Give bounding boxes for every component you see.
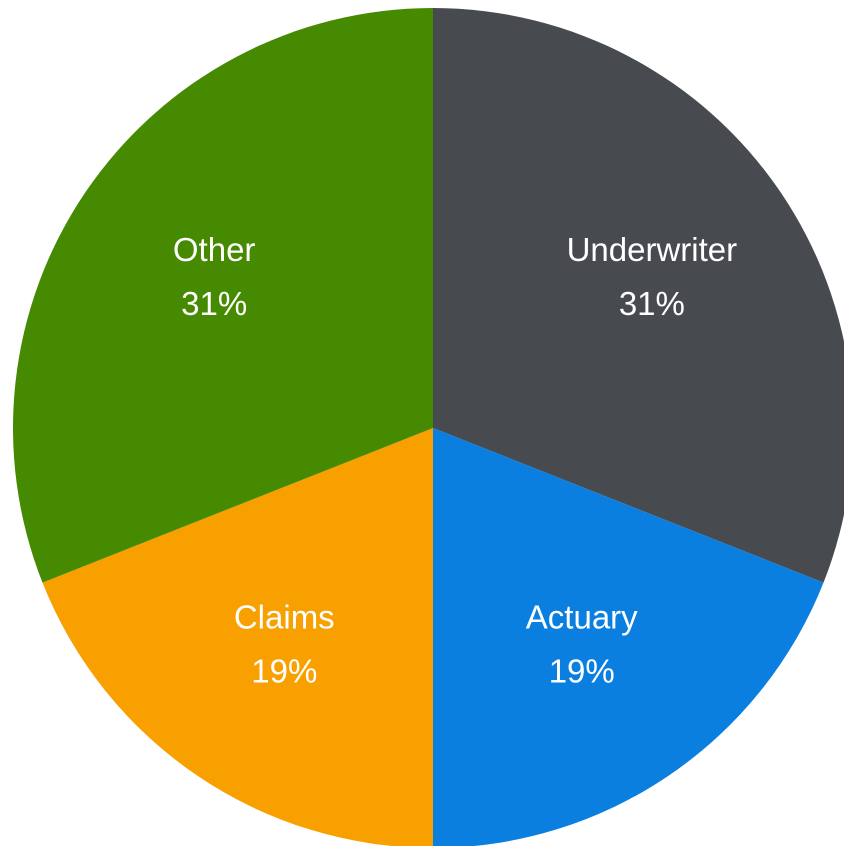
slice-label: Actuary — [526, 599, 638, 636]
slice-value: 31% — [619, 285, 685, 322]
slice-label: Underwriter — [567, 231, 738, 268]
pie-slice — [433, 428, 824, 846]
slice-value: 19% — [549, 653, 615, 690]
pie-slice — [433, 8, 844, 583]
slice-value: 19% — [251, 653, 317, 690]
slice-label: Other — [173, 231, 256, 268]
slice-label: Claims — [234, 599, 335, 636]
pie-slice — [12, 8, 433, 583]
pie-slice — [42, 428, 433, 846]
slice-value: 31% — [181, 285, 247, 322]
